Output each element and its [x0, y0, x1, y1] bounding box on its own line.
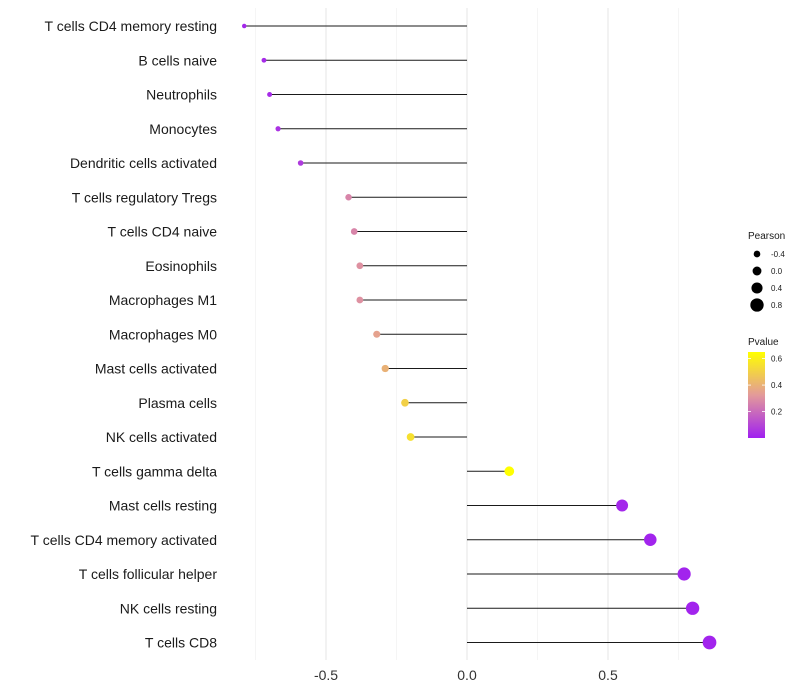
lollipop-point: [381, 364, 389, 373]
category-label: Mast cells resting: [109, 498, 217, 514]
x-tick-label: 0.5: [598, 667, 618, 683]
category-label: Macrophages M0: [109, 326, 217, 342]
lollipop-point: [677, 567, 691, 581]
pvalue-colorbar: [748, 352, 765, 438]
size-legend-label: 0.0: [771, 267, 783, 276]
x-tick-label: -0.5: [314, 667, 338, 683]
category-label: Mast cells activated: [95, 361, 217, 377]
category-label: T cells follicular helper: [79, 566, 218, 582]
lollipop-point: [504, 466, 515, 477]
size-legend-key: [753, 250, 761, 258]
size-legend-key: [752, 266, 762, 276]
colorbar-label: 0.2: [771, 408, 783, 417]
size-legend-label: -0.4: [771, 250, 785, 259]
category-label: T cells CD4 naive: [108, 224, 218, 240]
category-label: Macrophages M1: [109, 292, 217, 308]
category-label: T cells gamma delta: [92, 463, 217, 479]
category-labels: T cells CD4 memory resting B cells naive N…: [31, 18, 218, 651]
category-label: T cells CD8: [145, 635, 217, 651]
lollipop-point: [267, 92, 273, 97]
x-tick-label: 0.0: [457, 667, 477, 683]
legend: Pearson Pvalue -0.4 0.0 0.4 0.8 0.6 0.4 0.2: [748, 231, 785, 438]
lollipop-point: [275, 126, 281, 132]
x-axis-ticks: -0.5 0.0 0.5: [314, 667, 618, 683]
size-legend-label: 0.4: [771, 284, 783, 293]
size-legend-key: [750, 298, 764, 312]
category-label: B cells naive: [138, 52, 217, 68]
category-label: NK cells activated: [106, 429, 217, 445]
category-label: T cells regulatory Tregs: [72, 189, 217, 205]
lollipop-point: [685, 601, 700, 615]
category-label: Dendritic cells activated: [70, 155, 217, 171]
point-layer: [241, 23, 717, 650]
category-label: Plasma cells: [138, 395, 217, 411]
lollipop-point: [350, 228, 358, 235]
lollipop-point: [241, 23, 247, 29]
lollipop-point: [261, 57, 267, 63]
stem-layer: [244, 25, 710, 643]
colorbar-label: 0.6: [771, 355, 783, 364]
category-label: T cells CD4 memory resting: [45, 18, 217, 34]
color-legend-title: Pvalue: [748, 337, 779, 348]
size-legend-title: Pearson: [748, 231, 785, 242]
category-label: Monocytes: [149, 121, 217, 137]
lollipop-point: [616, 499, 629, 512]
size-legend-label: 0.8: [771, 301, 783, 310]
lollipop-point: [345, 193, 352, 201]
lollipop-point: [702, 635, 717, 650]
size-legend-key: [751, 282, 763, 294]
lollipop-point: [356, 262, 364, 270]
lollipop-point: [373, 330, 381, 338]
lollipop-point: [406, 433, 415, 441]
lollipop-point: [297, 160, 304, 166]
lollipop-point: [644, 533, 657, 547]
category-label: T cells CD4 memory activated: [31, 532, 217, 548]
lollipop-point: [401, 398, 409, 407]
lollipop-point: [356, 296, 364, 304]
category-label: NK cells resting: [120, 600, 217, 616]
colorbar-label: 0.4: [771, 381, 783, 390]
category-label: Eosinophils: [145, 258, 217, 274]
category-label: Neutrophils: [146, 87, 217, 103]
